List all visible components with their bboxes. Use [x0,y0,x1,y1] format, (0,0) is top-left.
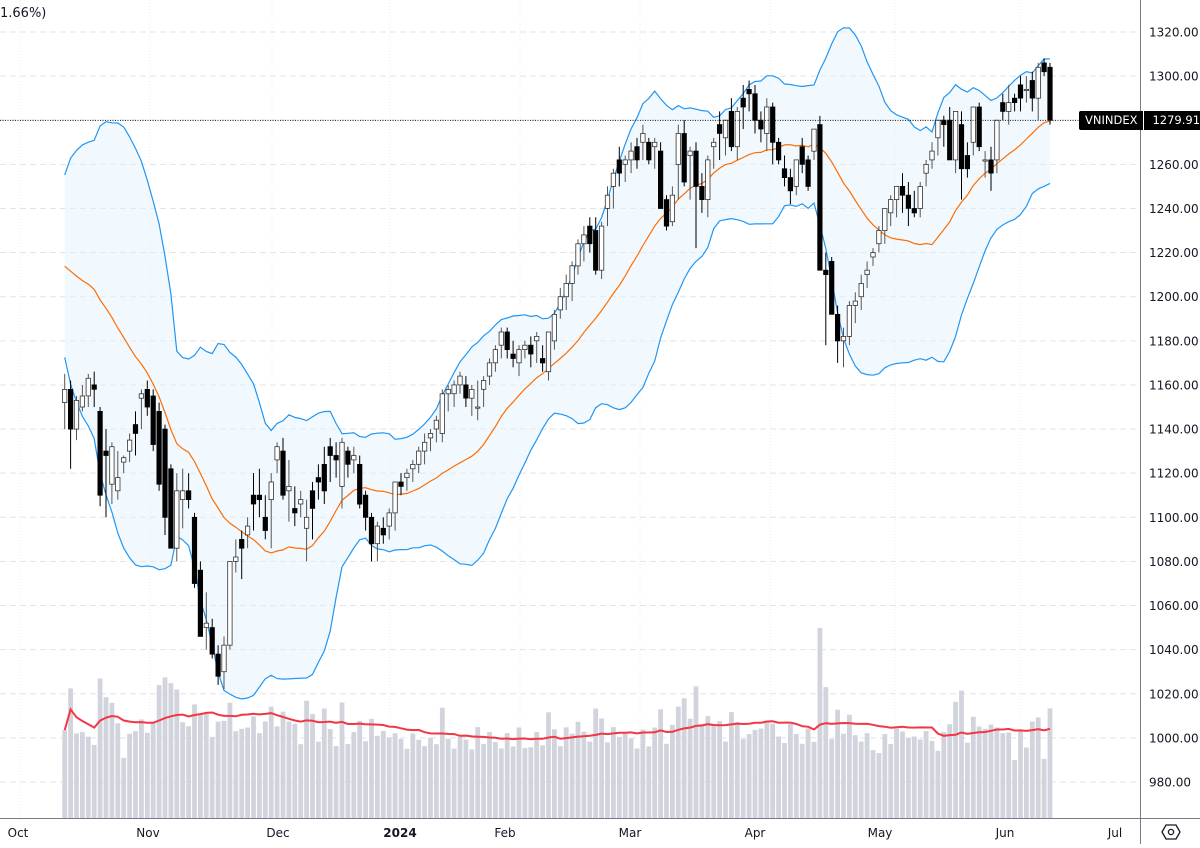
price-tick-label: 1160.00 [1149,378,1199,392]
price-tick-label: 1080.00 [1149,555,1199,569]
bollinger-bands [64,27,1051,700]
price-tick-label: 1140.00 [1149,423,1199,437]
time-tick-label: 2024 [383,826,416,840]
symbol-price-label: VNINDEX 1279.91 [1079,111,1200,130]
candlestick-series [62,58,1053,690]
time-tick-label: Feb [494,826,515,840]
bb-basis [64,120,1051,554]
price-tick-label: 1060.00 [1149,599,1199,613]
time-tick-label: Mar [619,826,642,840]
time-tick-label: Jul [1107,826,1122,840]
volume-moving-average-line [63,707,1051,741]
price-tick-label: 1020.00 [1149,687,1199,701]
price-tick-label: 1100.00 [1149,511,1199,525]
bb-upper-band [64,27,1051,440]
legend-change-percent: 1.66%) [0,6,47,21]
price-tick-label: 980.00 [1149,776,1191,790]
time-tick-label: Oct [8,826,29,840]
price-tick-label: 1300.00 [1149,70,1199,84]
time-tick-label: Apr [745,826,766,840]
price-tick-label: 1320.00 [1149,26,1199,40]
time-tick-label: Dec [266,826,289,840]
gear-hexagon-icon [1160,823,1181,840]
time-tick-label: Nov [136,826,159,840]
bb-lower-band [64,182,1051,700]
time-tick-label: Jun [995,826,1015,840]
price-tick-label: 1260.00 [1149,158,1199,172]
price-tick-label: 1200.00 [1149,290,1199,304]
volume-histogram [62,628,1053,818]
time-tick-label: May [868,826,893,840]
price-tick-label: 1180.00 [1149,334,1199,348]
price-tick-label: 1040.00 [1149,643,1199,657]
last-price-tag: 1279.91 [1144,111,1200,130]
symbol-name-tag: VNINDEX [1079,111,1144,130]
price-tick-label: 1000.00 [1149,731,1199,745]
chart-settings-button[interactable] [1141,819,1200,844]
price-tick-label: 1240.00 [1149,202,1199,216]
price-tick-label: 1120.00 [1149,467,1199,481]
price-tick-label: 1220.00 [1149,246,1199,260]
